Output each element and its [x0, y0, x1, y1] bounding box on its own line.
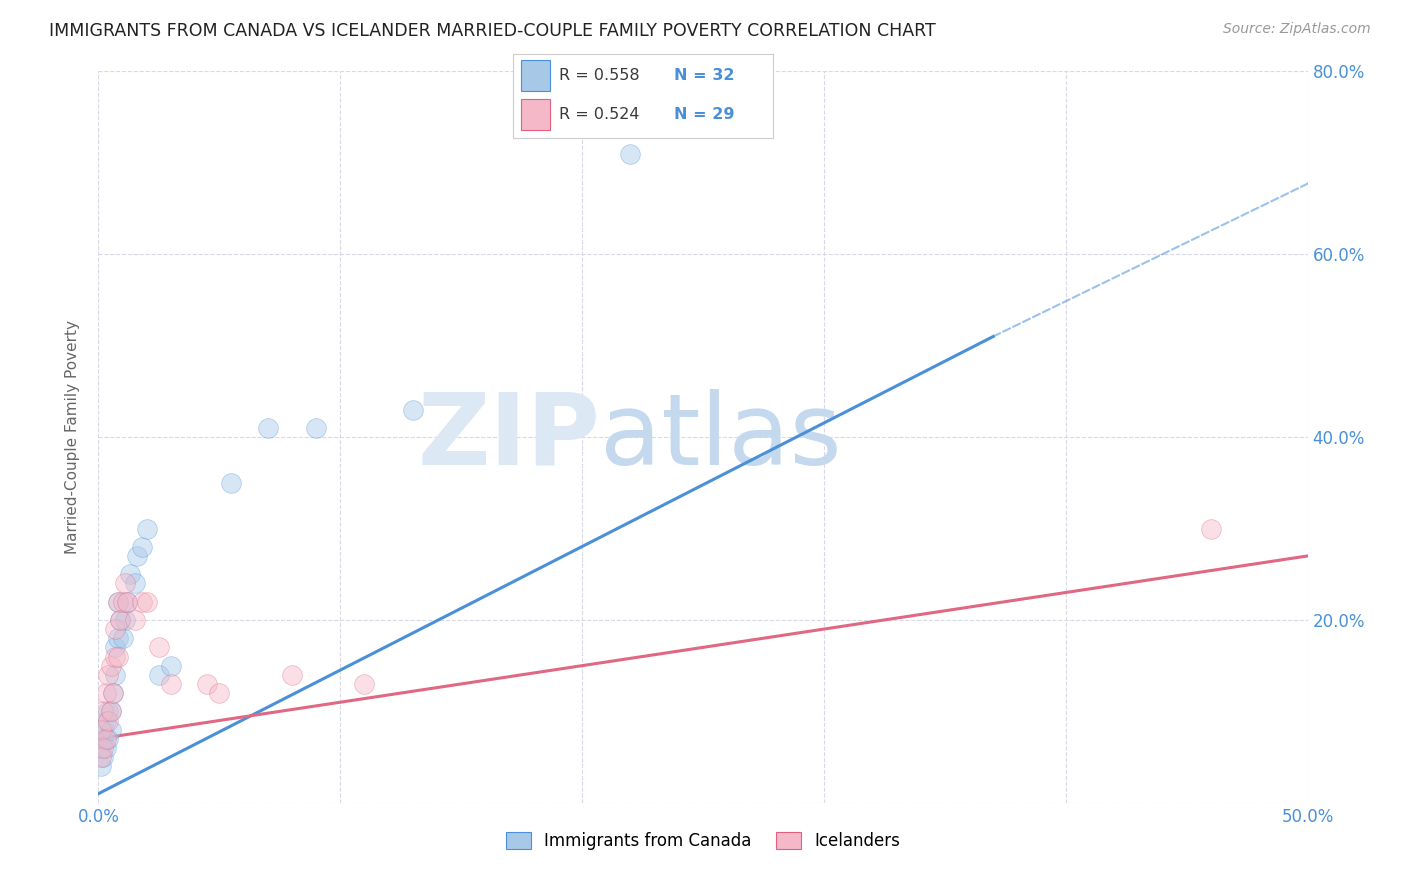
- Point: [353, 677, 375, 691]
- Point: [127, 549, 149, 563]
- Point: [108, 613, 131, 627]
- Bar: [522, 61, 550, 91]
- Point: [208, 686, 231, 700]
- Point: [94, 714, 117, 728]
- Point: [1199, 521, 1222, 535]
- Y-axis label: Married-Couple Family Poverty: Married-Couple Family Poverty: [65, 320, 80, 554]
- Point: [108, 613, 131, 627]
- Point: [104, 640, 127, 655]
- Point: [135, 521, 157, 535]
- Point: [402, 402, 425, 417]
- Point: [114, 576, 136, 591]
- Point: [131, 540, 153, 554]
- Legend: Immigrants from Canada, Icelanders: Immigrants from Canada, Icelanders: [499, 825, 907, 856]
- Point: [90, 740, 112, 755]
- Point: [94, 731, 117, 746]
- Point: [97, 731, 120, 746]
- Text: R = 0.524: R = 0.524: [558, 107, 640, 122]
- Point: [117, 594, 139, 608]
- Point: [100, 658, 122, 673]
- Point: [305, 421, 328, 435]
- Point: [91, 731, 114, 746]
- Text: ZIP: ZIP: [418, 389, 600, 485]
- Point: [94, 740, 117, 755]
- Point: [281, 667, 304, 681]
- Point: [91, 705, 114, 719]
- Point: [111, 632, 134, 646]
- Text: N = 32: N = 32: [675, 68, 735, 83]
- Point: [100, 705, 122, 719]
- Point: [148, 640, 170, 655]
- Point: [90, 750, 112, 764]
- Point: [101, 686, 124, 700]
- Point: [160, 658, 183, 673]
- Point: [107, 649, 129, 664]
- Point: [124, 613, 146, 627]
- Point: [104, 649, 127, 664]
- Text: R = 0.558: R = 0.558: [558, 68, 640, 83]
- Point: [90, 723, 112, 737]
- Point: [111, 594, 134, 608]
- Point: [107, 594, 129, 608]
- Bar: [522, 99, 550, 130]
- Point: [91, 740, 114, 755]
- Point: [90, 759, 112, 773]
- Point: [104, 667, 127, 681]
- Point: [131, 594, 153, 608]
- Point: [91, 723, 114, 737]
- Point: [148, 667, 170, 681]
- Point: [91, 750, 114, 764]
- Point: [221, 475, 243, 490]
- Point: [117, 594, 139, 608]
- Text: N = 29: N = 29: [675, 107, 735, 122]
- Point: [124, 576, 146, 591]
- Point: [97, 667, 120, 681]
- Point: [104, 622, 127, 636]
- Point: [118, 567, 141, 582]
- Point: [135, 594, 157, 608]
- Text: Source: ZipAtlas.com: Source: ZipAtlas.com: [1223, 22, 1371, 37]
- Point: [94, 686, 117, 700]
- Point: [195, 677, 218, 691]
- Point: [97, 705, 120, 719]
- Point: [100, 705, 122, 719]
- Point: [101, 686, 124, 700]
- Point: [114, 613, 136, 627]
- Point: [107, 594, 129, 608]
- Point: [107, 632, 129, 646]
- Point: [100, 723, 122, 737]
- Point: [619, 146, 641, 161]
- Point: [160, 677, 183, 691]
- Text: atlas: atlas: [600, 389, 842, 485]
- Point: [97, 714, 120, 728]
- Point: [256, 421, 278, 435]
- Text: IMMIGRANTS FROM CANADA VS ICELANDER MARRIED-COUPLE FAMILY POVERTY CORRELATION CH: IMMIGRANTS FROM CANADA VS ICELANDER MARR…: [49, 22, 936, 40]
